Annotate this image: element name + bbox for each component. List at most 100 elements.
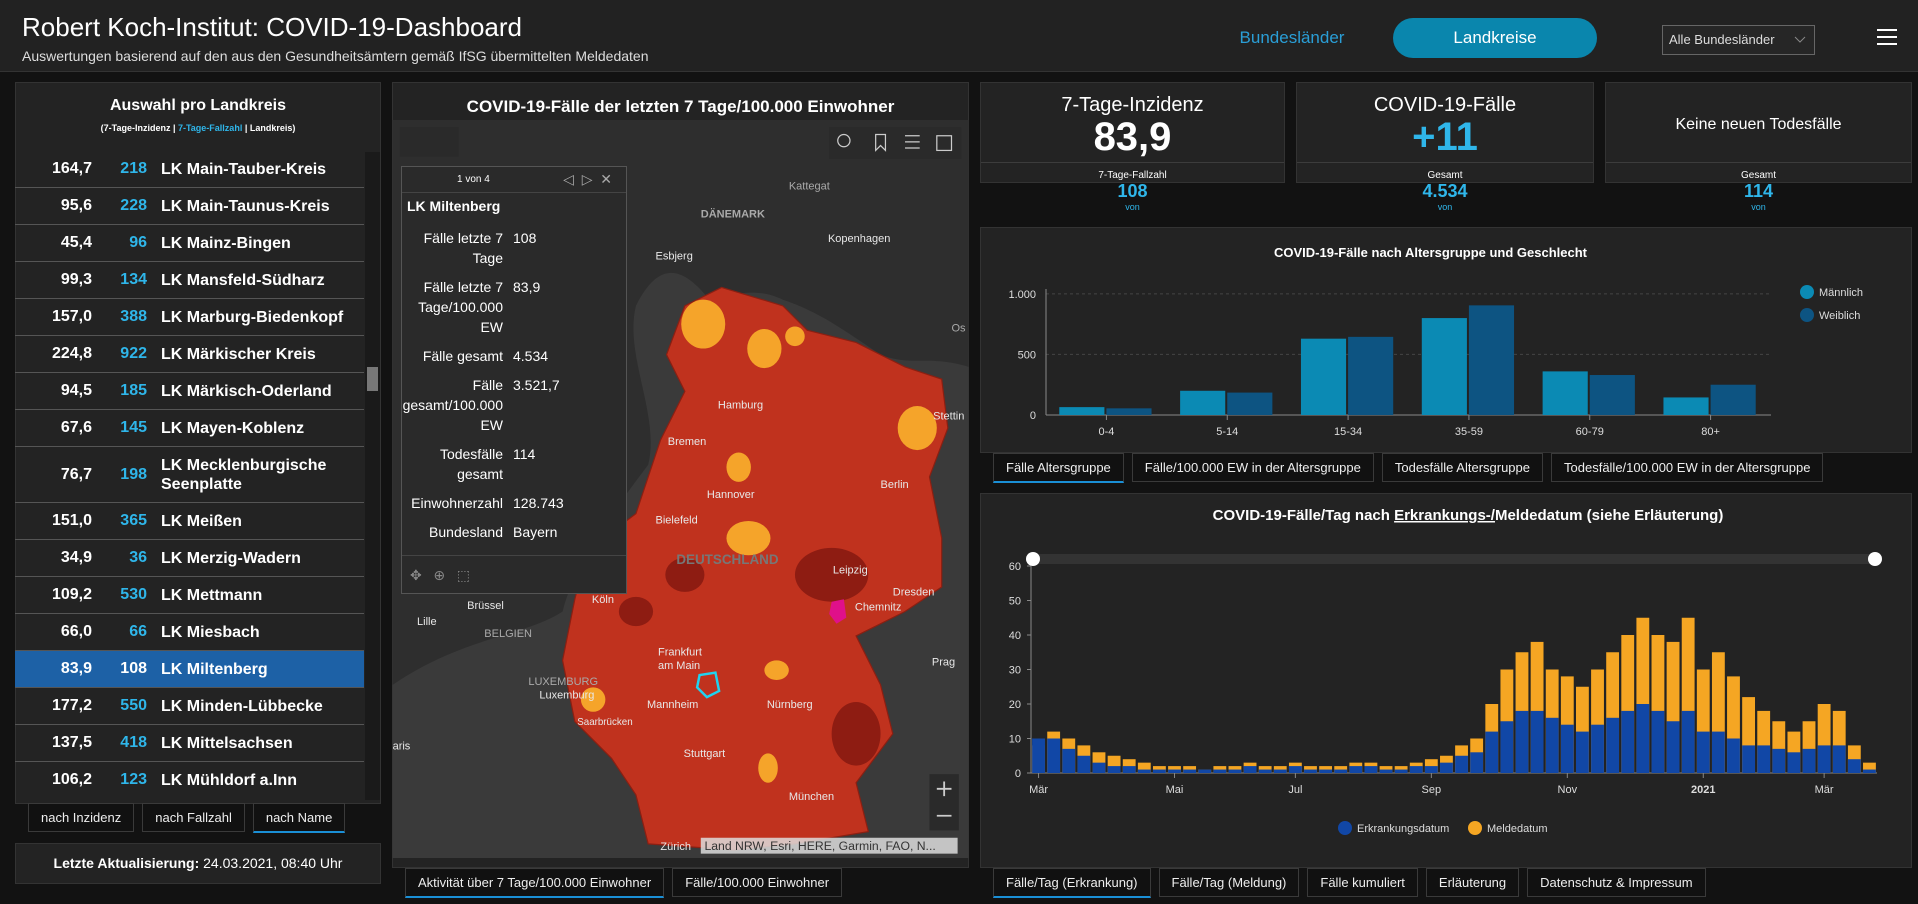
incidence: 34,9 — [60, 549, 92, 566]
kpi-link[interactable]: von — [1751, 202, 1766, 212]
case-count: 365 — [120, 512, 147, 529]
subtitle-part: | Landkreis) — [242, 123, 296, 133]
bar — [1059, 407, 1105, 415]
x-tick-label: 5-14 — [1216, 426, 1238, 438]
legend-swatch — [1338, 821, 1352, 835]
bar — [1802, 748, 1816, 773]
map-label: Saarbrücken — [577, 717, 632, 728]
district-name: LK Mecklenburgische Seenplatte — [161, 456, 327, 493]
map-label: Brüssel — [467, 600, 504, 612]
incidence: 66,0 — [60, 623, 92, 640]
case-count: 108 — [120, 660, 147, 677]
tab[interactable]: nach Name — [252, 803, 346, 833]
map-title: COVID-19-Fälle der letzten 7 Tage/100.00… — [466, 97, 895, 116]
tab[interactable]: Fälle/100.000 EW in der Altersgruppe — [1131, 453, 1374, 482]
legend-label: Erkrankungsdatum — [1357, 823, 1449, 835]
incidence: 45,4 — [60, 234, 92, 251]
district-row[interactable]: 177,2 550 LK Minden-Lübbecke — [15, 688, 364, 725]
map-label: aris — [393, 741, 411, 753]
map-label: Bremen — [668, 436, 707, 448]
scroll-thumb[interactable] — [367, 367, 378, 391]
list-icon[interactable] — [905, 135, 920, 149]
district-row[interactable]: 151,0 365 LK Meißen — [15, 503, 364, 540]
field-label: Fälle letzte 7 Tage/100.000 EW — [418, 279, 503, 335]
case-count: 228 — [120, 197, 147, 214]
tab[interactable]: Erläuterung — [1425, 868, 1520, 897]
tab[interactable]: Fälle Altersgruppe — [993, 453, 1124, 483]
tab[interactable]: Todesfälle/100.000 EW in der Altersgrupp… — [1551, 453, 1824, 482]
bar — [1787, 752, 1801, 773]
bar — [1468, 305, 1515, 415]
bar — [1711, 731, 1725, 773]
y-tick-label: 0 — [1015, 768, 1021, 780]
state-select[interactable]: Alle Bundesländer — [1662, 25, 1815, 55]
district-row[interactable]: 94,5 185 LK Märkisch-Oderland — [15, 373, 364, 410]
district-name: LK Miltenberg — [161, 660, 268, 678]
tab[interactable]: Fälle kumuliert — [1307, 868, 1418, 897]
district-row[interactable]: 66,0 66 LK Miesbach — [15, 614, 364, 651]
tab[interactable]: nach Inzidenz — [28, 803, 135, 832]
incidence: 151,0 — [51, 512, 92, 529]
zoom-icons[interactable] — [936, 781, 952, 817]
tab[interactable]: Aktivität über 7 Tage/100.000 Einwohner — [405, 868, 665, 898]
slider-handle[interactable] — [1868, 552, 1882, 566]
kpi-link[interactable]: von — [1437, 202, 1453, 212]
bar — [1832, 745, 1846, 773]
tool-bar[interactable] — [829, 127, 962, 159]
search-icon[interactable] — [837, 133, 851, 148]
scrollbar[interactable] — [365, 152, 380, 800]
district-row[interactable]: 224,8 922 LK Märkischer Kreis — [15, 336, 364, 373]
bar — [1349, 766, 1363, 773]
district-row[interactable]: 83,9 108 LK Miltenberg — [15, 651, 364, 688]
popup-actions[interactable]: ✥ ⊕ ⬚ — [402, 555, 626, 593]
district-row[interactable]: 45,4 96 LK Mainz-Bingen — [15, 225, 364, 262]
district-row[interactable]: 34,9 36 LK Merzig-Wadern — [15, 540, 364, 577]
district-row[interactable]: 164,7 218 LK Main-Tauber-Kreis — [15, 151, 364, 188]
district-row[interactable]: 76,7 198 LK Mecklenburgische Seenplatte — [15, 447, 364, 503]
bar — [1545, 717, 1559, 773]
select-tool[interactable] — [399, 127, 459, 157]
district-row[interactable]: 99,3 134 LK Mansfeld-Südharz — [15, 262, 364, 299]
tab-bundeslaender[interactable]: Bundesländer — [1239, 28, 1345, 47]
slider-handle[interactable] — [1026, 552, 1040, 566]
pager-text: 1 von 4 — [457, 174, 490, 185]
x-tick-label: Jul — [1288, 784, 1302, 796]
bar — [1227, 392, 1273, 415]
district-row[interactable]: 106,2 123 LK Mühldorf a.Inn — [15, 762, 364, 797]
map-label: Hannover — [707, 489, 755, 501]
title-part: Erkrankungs-/ — [1394, 507, 1496, 524]
field-label: Fälle letzte 7 Tage — [423, 230, 503, 266]
map-tabs: Aktivität über 7 Tage/100.000 Einwohner F… — [405, 868, 843, 898]
case-count: 530 — [120, 586, 147, 603]
tab[interactable]: Fälle/Tag (Erkrankung) — [993, 868, 1151, 898]
tab[interactable]: Fälle/100.000 Einwohner — [672, 868, 843, 897]
tab-landkreise[interactable]: Landkreise — [1393, 18, 1597, 58]
tab[interactable]: nach Fallzahl — [142, 803, 245, 832]
popup-field: Fälle letzte 7 Tage/100.000 EW 83,9 — [402, 277, 626, 337]
district-row[interactable]: 67,6 145 LK Mayen-Koblenz — [15, 410, 364, 447]
popup-nav[interactable]: ◁ ▷ ✕ — [563, 171, 612, 187]
kpi-link[interactable]: von — [1125, 202, 1140, 212]
divider — [1297, 162, 1593, 163]
age-chart-tabs: Fälle Altersgruppe Fälle/100.000 EW in de… — [993, 453, 1824, 483]
bar — [1273, 769, 1287, 773]
district-row[interactable]: 137,5 418 LK Mittelsachsen — [15, 725, 364, 762]
menu-icon[interactable] — [1877, 28, 1897, 46]
tab[interactable]: Datenschutz & Impressum — [1527, 868, 1706, 897]
kpi-sub-value: 4.534 — [1422, 181, 1468, 201]
map-label: Berlin — [881, 479, 909, 491]
district-row[interactable]: 157,0 388 LK Marburg-Biedenkopf — [15, 299, 364, 336]
grid-icon[interactable] — [936, 135, 953, 152]
tab[interactable]: Todesfälle Altersgruppe — [1381, 453, 1544, 482]
district-row[interactable]: 95,6 228 LK Main-Taunus-Kreis — [15, 188, 364, 225]
title: Robert Koch-Institut: COVID-19-Dashboard — [22, 12, 522, 42]
bookmark-icon[interactable] — [875, 133, 887, 152]
daily-chart: COVID-19-Fälle/Tag nach Erkrankungs-/Mel… — [1009, 507, 1882, 835]
map-label: DEUTSCHLAND — [676, 552, 779, 567]
case-count: 418 — [120, 734, 147, 751]
case-count: 145 — [120, 419, 147, 436]
map-labels: Kattegat DÄNEMARK Kopenhagen Esbjerg Os … — [393, 181, 966, 853]
map-label: Esbjerg — [656, 250, 693, 262]
district-row[interactable]: 109,2 530 LK Mettmann — [15, 577, 364, 614]
tab[interactable]: Fälle/Tag (Meldung) — [1158, 868, 1300, 897]
